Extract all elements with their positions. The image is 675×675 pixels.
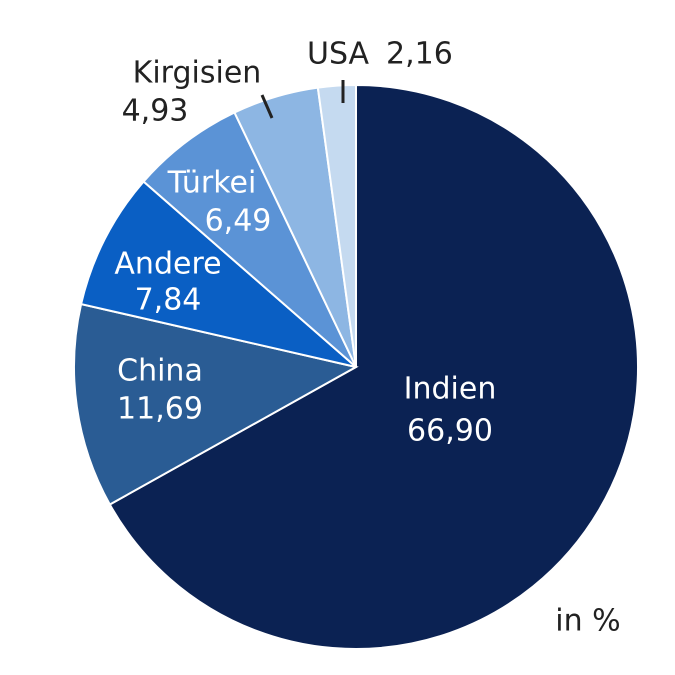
pie-slice: [79, 180, 357, 368]
pie-slice: [73, 302, 359, 506]
slice-label: Indien: [404, 372, 497, 407]
pie-slice: [142, 111, 357, 368]
value-label: 11,69: [117, 392, 203, 427]
slice-label: USA: [307, 37, 370, 72]
slice-label: Andere: [114, 247, 221, 282]
slice-label: Türkei: [167, 166, 257, 201]
value-label: 66,90: [407, 414, 493, 449]
unit-note: in %: [555, 604, 620, 639]
value-label: 4,93: [122, 94, 189, 129]
value-label: 6,49: [205, 204, 272, 239]
slice-label: China: [117, 354, 203, 389]
pie-slice: [108, 83, 639, 650]
value-label: 2,16: [386, 37, 453, 72]
slice-label: Kirgisien: [133, 56, 262, 91]
pie-slice: [316, 83, 357, 368]
value-label: 7,84: [135, 283, 202, 318]
leader-line: [260, 94, 274, 119]
